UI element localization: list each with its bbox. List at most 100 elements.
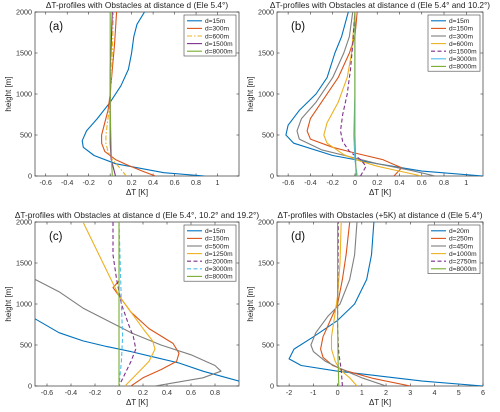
y-tick-label: 500 (262, 131, 274, 140)
y-tick-label: 1500 (16, 259, 32, 268)
legend-entry: d=1000m (449, 251, 477, 258)
x-tick-label: 0 (108, 178, 112, 187)
panel-title: ΔT-profiles with Obstacles at distance d… (46, 0, 228, 10)
y-tick-label: 1000 (258, 90, 274, 99)
panel-4: ΔT-profiles with Obstacles (+5K) at dist… (246, 210, 485, 407)
panel-label: (c) (49, 231, 63, 243)
y-tick-label: 500 (20, 341, 32, 350)
series-line (354, 12, 357, 176)
legend-box (427, 224, 481, 274)
legend: d=15md=150md=500md=1250md=2000md=3000md=… (183, 224, 237, 282)
series-group (288, 222, 483, 386)
y-tick-label: 1500 (16, 49, 32, 58)
x-tick-label: 0.6 (170, 178, 180, 187)
legend-box (183, 14, 237, 57)
series-line (112, 222, 137, 386)
legend: d=15md=150md=300md=600md=1500md=3000md=8… (427, 14, 481, 72)
x-tick-label: 0 (336, 388, 340, 397)
panel-label: (d) (291, 231, 305, 243)
legend-entry: d=1500m (449, 49, 477, 56)
y-tick-label: 1000 (16, 90, 32, 99)
x-tick-label: 5 (457, 388, 461, 397)
y-tick-label: 2000 (16, 218, 32, 227)
panel-label: (b) (291, 21, 305, 33)
x-axis-label: ΔT [K] (369, 188, 391, 197)
x-tick-label: 6 (481, 388, 485, 397)
legend-entry: d=2750m (449, 259, 477, 266)
x-tick-label: 4 (433, 388, 437, 397)
x-tick-label: 2 (384, 388, 388, 397)
series-line (82, 222, 156, 386)
x-tick-label: -0.4 (65, 388, 77, 397)
series-line (35, 318, 239, 382)
y-tick-label: 1000 (16, 300, 32, 309)
series-line (320, 222, 411, 386)
panel-2: ΔT-profiles with Obstacles at distance d… (246, 0, 490, 197)
series-line (288, 222, 483, 386)
x-tick-label: 0.4 (394, 178, 404, 187)
x-tick-label: -0.2 (82, 178, 94, 187)
legend-entry: d=250m (449, 236, 474, 243)
y-tick-label: 500 (262, 341, 274, 350)
series-line (118, 222, 124, 386)
legend-entry: d=300m (205, 26, 230, 33)
series-line (112, 280, 180, 386)
y-tick-label: 2000 (16, 8, 32, 17)
series-line (339, 12, 367, 176)
series-line (337, 222, 340, 386)
series-line (306, 12, 403, 176)
legend-entry: d=8000m (205, 274, 233, 281)
x-tick-label: 1 (216, 178, 220, 187)
legend-entry: d=150m (205, 236, 230, 243)
legend-entry: d=600m (449, 41, 474, 48)
legend-entry: d=15m (205, 18, 226, 25)
x-tick-label: 0.8 (191, 178, 201, 187)
x-axis-label: ΔT [K] (369, 398, 391, 407)
x-tick-label: -0.6 (40, 178, 52, 187)
series-line (109, 12, 113, 176)
legend-entry: d=1250m (205, 251, 233, 258)
panel-title: ΔT-profiles with Obstacles at distance d… (270, 0, 490, 10)
y-tick-label: 1000 (258, 300, 274, 309)
series-line (35, 278, 222, 386)
x-tick-label: 0.6 (186, 388, 196, 397)
y-tick-label: 500 (20, 131, 32, 140)
series-line (105, 12, 127, 176)
x-tick-label: 0.6 (417, 178, 427, 187)
legend-entry: d=8000m (449, 64, 477, 71)
x-tick-label: 0.2 (127, 178, 137, 187)
series-group (285, 12, 483, 176)
series-line (296, 12, 436, 176)
series-group (81, 12, 205, 176)
x-tick-label: -0.4 (61, 178, 73, 187)
x-tick-label: 0.8 (439, 178, 449, 187)
y-axis-label: height [m] (246, 76, 255, 111)
legend-entry: d=1500m (205, 41, 233, 48)
series-line (101, 12, 156, 176)
legend-entry: d=150m (449, 26, 474, 33)
x-tick-label: 0 (117, 388, 121, 397)
panel-label: (a) (49, 21, 63, 33)
legend-entry: d=8000m (205, 49, 233, 56)
x-tick-label: -0.6 (282, 178, 294, 187)
series-group (35, 222, 239, 386)
y-tick-label: 2000 (258, 8, 274, 17)
x-tick-label: -0.2 (89, 388, 101, 397)
y-tick-label: 0 (28, 172, 32, 181)
x-tick-label: -2 (286, 388, 292, 397)
legend-entry: d=20m (449, 228, 470, 235)
series-line (337, 222, 343, 386)
legend-entry: d=450m (449, 243, 474, 250)
legend-entry: d=2000m (205, 259, 233, 266)
legend-entry: d=8000m (449, 266, 477, 273)
x-tick-label: -0.6 (41, 388, 53, 397)
x-tick-label: 0 (353, 178, 357, 187)
x-tick-label: 1 (360, 388, 364, 397)
series-line (81, 12, 205, 176)
x-tick-label: -1 (310, 388, 316, 397)
x-tick-label: 3 (408, 388, 412, 397)
x-tick-label: 0.8 (210, 388, 220, 397)
series-line (330, 222, 358, 386)
